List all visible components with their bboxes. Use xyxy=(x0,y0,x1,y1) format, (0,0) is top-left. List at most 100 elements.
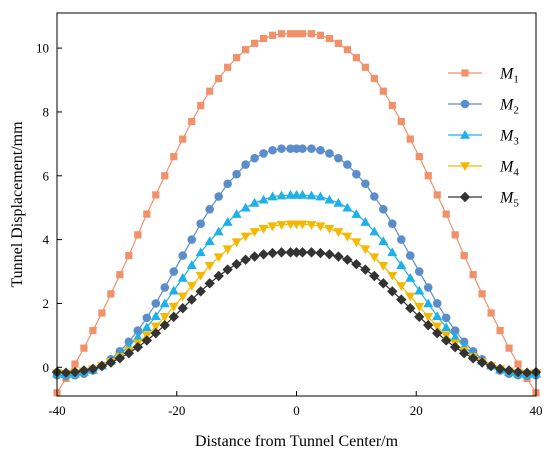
data-point-m3 xyxy=(195,247,206,257)
data-point-m1 xyxy=(442,210,450,218)
data-point-m5 xyxy=(405,303,416,314)
data-point-m1 xyxy=(469,271,477,279)
legend-label: M5 xyxy=(499,190,519,210)
legend-label: M4 xyxy=(499,159,519,179)
y-tick-label: 10 xyxy=(36,41,49,56)
data-point-m2 xyxy=(414,267,424,276)
data-point-m1 xyxy=(89,326,97,335)
y-axis-ticks: 0 2 4 6 8 10 xyxy=(36,41,62,375)
data-point-m1 xyxy=(460,251,468,260)
legend-label: M2 xyxy=(499,97,519,117)
data-point-m4 xyxy=(378,261,389,271)
data-point-m2 xyxy=(379,204,388,214)
data-point-m1 xyxy=(514,360,522,368)
data-point-m1 xyxy=(188,117,196,126)
data-point-m5 xyxy=(378,278,389,289)
data-point-m5 xyxy=(297,247,308,258)
data-point-m5 xyxy=(342,254,353,265)
data-point-m3 xyxy=(387,247,398,257)
data-point-m2 xyxy=(352,169,361,179)
data-point-m1 xyxy=(292,30,301,38)
data-point-m1 xyxy=(361,63,369,71)
x-axis-ticks: -40 -20 0 20 40 xyxy=(48,391,543,418)
legend-marker xyxy=(460,162,470,171)
data-point-m3 xyxy=(276,190,287,200)
data-point-m4 xyxy=(150,322,161,332)
data-point-m3 xyxy=(297,189,308,199)
data-point-m3 xyxy=(432,311,443,321)
data-point-m2 xyxy=(241,160,250,169)
data-point-m3 xyxy=(240,202,251,212)
x-tick-label: 0 xyxy=(293,403,300,418)
data-point-m4 xyxy=(267,222,278,232)
data-point-m4 xyxy=(423,313,434,322)
data-point-m2 xyxy=(250,153,259,163)
data-point-m4 xyxy=(240,232,251,242)
data-point-m5 xyxy=(494,363,506,375)
data-point-m3 xyxy=(231,209,242,218)
data-point-m5 xyxy=(432,327,443,339)
data-point-m5 xyxy=(231,258,242,270)
data-point-m1 xyxy=(343,46,351,54)
data-point-m5 xyxy=(276,247,287,258)
data-point-m1 xyxy=(233,54,241,62)
data-point-m5 xyxy=(105,357,117,368)
data-point-m5 xyxy=(449,341,461,353)
data-point-m3 xyxy=(204,236,215,246)
data-point-m1 xyxy=(496,326,504,335)
data-point-m5 xyxy=(132,341,144,353)
data-point-m2 xyxy=(232,169,241,179)
legend-marker xyxy=(460,130,470,139)
data-point-m1 xyxy=(206,87,214,95)
data-point-m4 xyxy=(195,271,206,281)
data-point-m5 xyxy=(222,264,233,275)
data-point-m1 xyxy=(224,63,232,71)
data-point-m5 xyxy=(267,247,278,259)
data-point-m5 xyxy=(87,363,99,375)
y-tick-label: 8 xyxy=(43,104,50,119)
data-point-m1 xyxy=(478,290,486,298)
data-point-m4 xyxy=(315,222,326,232)
data-point-m5 xyxy=(78,365,90,376)
data-point-m1 xyxy=(277,30,286,38)
data-point-m3 xyxy=(450,331,461,341)
data-point-m2 xyxy=(405,251,415,260)
data-point-m4 xyxy=(432,322,443,332)
data-point-m5 xyxy=(458,348,470,359)
legend-marker xyxy=(460,99,470,109)
data-point-m2 xyxy=(388,219,397,228)
legend-item-m1: M1 xyxy=(448,66,519,86)
data-point-m1 xyxy=(80,344,88,352)
legend: M1 M2 M3 M4 M5 xyxy=(448,66,519,210)
data-point-m5 xyxy=(213,270,224,282)
data-point-m1 xyxy=(71,360,79,368)
data-point-m1 xyxy=(298,30,307,38)
data-point-m4 xyxy=(405,292,416,302)
data-point-m5 xyxy=(387,286,398,297)
data-point-m2 xyxy=(178,251,188,260)
y-tick-label: 6 xyxy=(43,168,50,183)
data-point-m2 xyxy=(286,144,295,153)
data-point-m1 xyxy=(250,39,259,47)
data-point-m4 xyxy=(414,302,425,312)
data-point-m3 xyxy=(249,197,260,207)
series-m5 xyxy=(51,247,542,378)
data-point-m1 xyxy=(143,210,151,218)
data-point-m3 xyxy=(405,272,416,282)
data-point-m1 xyxy=(307,30,316,38)
data-point-m5 xyxy=(177,303,188,314)
data-point-m1 xyxy=(397,117,405,126)
data-point-m4 xyxy=(306,221,317,230)
legend-item-m5: M5 xyxy=(448,190,519,210)
data-point-m4 xyxy=(222,245,233,255)
data-point-m2 xyxy=(133,326,143,335)
data-point-m5 xyxy=(168,311,179,323)
data-point-m4 xyxy=(387,271,398,281)
data-point-m2 xyxy=(196,219,205,228)
data-point-m2 xyxy=(268,145,277,155)
data-point-m4 xyxy=(249,228,260,237)
data-point-m2 xyxy=(370,192,379,201)
data-point-m4 xyxy=(168,302,179,312)
data-point-m3 xyxy=(324,194,335,204)
data-point-m5 xyxy=(249,251,260,262)
